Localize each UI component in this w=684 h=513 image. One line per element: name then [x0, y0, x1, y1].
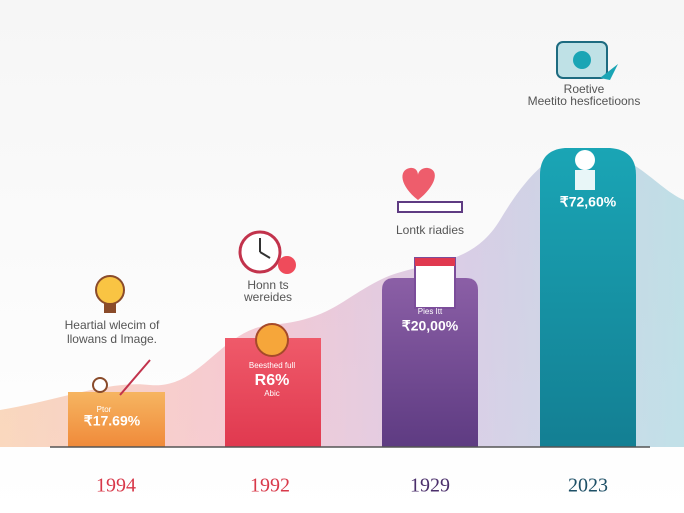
- note: Beesthed full: [249, 361, 295, 370]
- value: ₹17.69%: [84, 413, 141, 429]
- year: 1994: [96, 475, 136, 497]
- bar: [540, 148, 636, 447]
- note: Abic: [264, 389, 280, 398]
- caption: wereides: [243, 290, 292, 304]
- caption: llowans d Image.: [67, 332, 157, 346]
- note: Ptor: [97, 405, 112, 414]
- caption: Heartial wlecim of: [65, 318, 160, 332]
- caption: Meetito hesficetioons: [528, 94, 641, 108]
- value: ₹20,00%: [402, 318, 459, 334]
- heart-icon: [397, 167, 463, 213]
- fruit-icon: [255, 323, 289, 357]
- bar: [382, 278, 478, 447]
- year: 2023: [568, 475, 608, 497]
- caption: Roetive: [564, 82, 605, 96]
- caption: Honn ts: [247, 278, 288, 292]
- caption: Lontk riadies: [396, 223, 464, 237]
- value: R6%: [255, 372, 290, 389]
- bar: [68, 392, 165, 447]
- badge-icon: [556, 41, 618, 80]
- clock-icon: [238, 230, 296, 274]
- note: Pies Itt: [418, 307, 443, 316]
- value: ₹72,60%: [560, 194, 617, 210]
- person-icon: [575, 150, 595, 190]
- year: 1929: [410, 475, 450, 497]
- bulb-icon: [95, 275, 125, 313]
- year: 1992: [250, 475, 290, 497]
- wave: [0, 148, 684, 447]
- device-icon: [414, 257, 456, 309]
- figure-icon: [92, 359, 151, 396]
